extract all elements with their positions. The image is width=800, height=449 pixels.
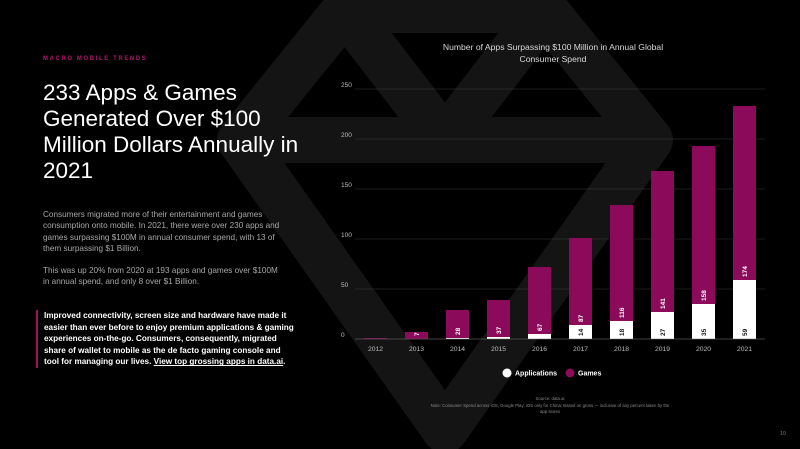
section-kicker: MACRO MOBILE TRENDS bbox=[43, 56, 148, 62]
applications-data-label: 27 bbox=[660, 328, 667, 336]
y-tick-label: 150 bbox=[341, 182, 352, 189]
bar-applications bbox=[569, 325, 592, 339]
legend-applications-label: Applications bbox=[515, 371, 557, 378]
bar-games bbox=[405, 332, 428, 339]
y-tick-label: 250 bbox=[341, 82, 352, 89]
x-tick-label: 2021 bbox=[737, 346, 752, 353]
applications-data-label: 18 bbox=[619, 328, 626, 336]
callout-text: Improved connectivity, screen size and h… bbox=[44, 311, 294, 367]
source-detail: Note: Consumer Spend across iOS, Google … bbox=[430, 402, 670, 415]
applications-data-label: 59 bbox=[742, 328, 749, 336]
bar-games bbox=[528, 267, 551, 334]
x-tick-label: 2013 bbox=[409, 346, 424, 353]
x-tick-label: 2018 bbox=[614, 346, 629, 353]
body-paragraph-1: Consumers migrated more of their enterta… bbox=[43, 210, 280, 254]
y-tick-label: 200 bbox=[341, 132, 352, 139]
games-data-label: 141 bbox=[660, 298, 667, 309]
x-tick-label: 2015 bbox=[491, 346, 506, 353]
source-title: Source: data.ai bbox=[535, 396, 565, 401]
bar-applications bbox=[446, 338, 469, 339]
bar-applications bbox=[692, 304, 715, 339]
bar-games bbox=[364, 338, 387, 339]
source-note: Source: data.ai Note: Consumer Spend acr… bbox=[430, 396, 670, 416]
callout-period: . bbox=[283, 357, 286, 367]
bar-applications bbox=[487, 337, 510, 339]
bar-games bbox=[446, 310, 469, 338]
bar-applications bbox=[651, 312, 674, 339]
bar-games bbox=[487, 300, 510, 337]
x-tick-label: 2012 bbox=[368, 346, 383, 353]
y-tick-label: 0 bbox=[341, 332, 345, 339]
games-data-label: 7 bbox=[414, 332, 421, 336]
bar-games bbox=[733, 106, 756, 280]
bar-games bbox=[569, 238, 592, 325]
callout-box: Improved connectivity, screen size and h… bbox=[36, 310, 294, 368]
page-number: 10 bbox=[780, 431, 787, 437]
legend-games-label: Games bbox=[578, 371, 601, 378]
x-tick-label: 2020 bbox=[696, 346, 711, 353]
games-data-label: 87 bbox=[578, 314, 585, 322]
page-title: 233 Apps & Games Generated Over $100 Mil… bbox=[43, 80, 299, 183]
games-data-label: 37 bbox=[496, 326, 503, 334]
bar-games bbox=[610, 205, 633, 321]
x-tick-label: 2019 bbox=[655, 346, 670, 353]
legend-games-swatch bbox=[565, 368, 575, 378]
games-data-label: 28 bbox=[455, 327, 462, 335]
x-tick-label: 2017 bbox=[573, 346, 588, 353]
games-data-label: 67 bbox=[537, 323, 544, 331]
games-data-label: 158 bbox=[701, 290, 708, 301]
games-data-label: 116 bbox=[619, 307, 626, 318]
x-tick-label: 2016 bbox=[532, 346, 547, 353]
body-paragraph-2: This was up 20% from 2020 at 193 apps an… bbox=[43, 266, 278, 287]
bar-games bbox=[651, 171, 674, 312]
bar-applications bbox=[528, 334, 551, 339]
bar-applications bbox=[733, 280, 756, 339]
applications-data-label: 35 bbox=[701, 328, 708, 336]
chart-title: Number of Apps Surpassing $100 Million i… bbox=[442, 42, 664, 64]
games-data-label: 174 bbox=[742, 266, 749, 277]
bar-games bbox=[692, 146, 715, 304]
legend-applications-swatch bbox=[502, 368, 512, 378]
applications-data-label: 14 bbox=[578, 328, 585, 336]
bar-applications bbox=[610, 321, 633, 339]
y-tick-label: 50 bbox=[341, 282, 349, 289]
x-tick-label: 2014 bbox=[450, 346, 465, 353]
y-tick-label: 100 bbox=[341, 232, 352, 239]
top-grossing-apps-link[interactable]: View top grossing apps in data.ai bbox=[153, 357, 284, 367]
